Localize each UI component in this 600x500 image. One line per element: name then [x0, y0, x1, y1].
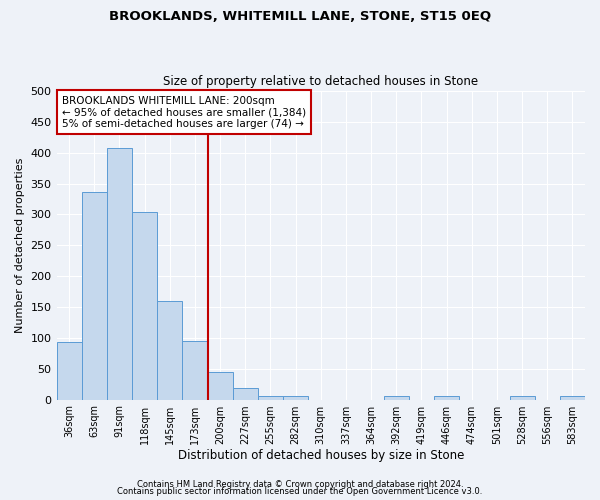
Bar [560, 396, 585, 400]
Text: BROOKLANDS, WHITEMILL LANE, STONE, ST15 0EQ: BROOKLANDS, WHITEMILL LANE, STONE, ST15 … [109, 10, 491, 23]
Bar [82, 192, 107, 400]
Bar [383, 396, 409, 400]
Y-axis label: Number of detached properties: Number of detached properties [15, 158, 25, 333]
Text: Contains HM Land Registry data © Crown copyright and database right 2024.: Contains HM Land Registry data © Crown c… [137, 480, 463, 489]
Bar [283, 396, 308, 400]
Text: BROOKLANDS WHITEMILL LANE: 200sqm
← 95% of detached houses are smaller (1,384)
5: BROOKLANDS WHITEMILL LANE: 200sqm ← 95% … [62, 96, 306, 129]
Bar [132, 212, 157, 400]
Bar [509, 396, 535, 400]
X-axis label: Distribution of detached houses by size in Stone: Distribution of detached houses by size … [178, 450, 464, 462]
Bar [208, 372, 233, 400]
Bar [182, 341, 208, 400]
Bar [434, 396, 459, 400]
Bar [107, 148, 132, 400]
Text: Contains public sector information licensed under the Open Government Licence v3: Contains public sector information licen… [118, 487, 482, 496]
Bar [56, 342, 82, 400]
Bar [233, 388, 258, 400]
Bar [157, 301, 182, 400]
Bar [258, 396, 283, 400]
Title: Size of property relative to detached houses in Stone: Size of property relative to detached ho… [163, 76, 478, 88]
